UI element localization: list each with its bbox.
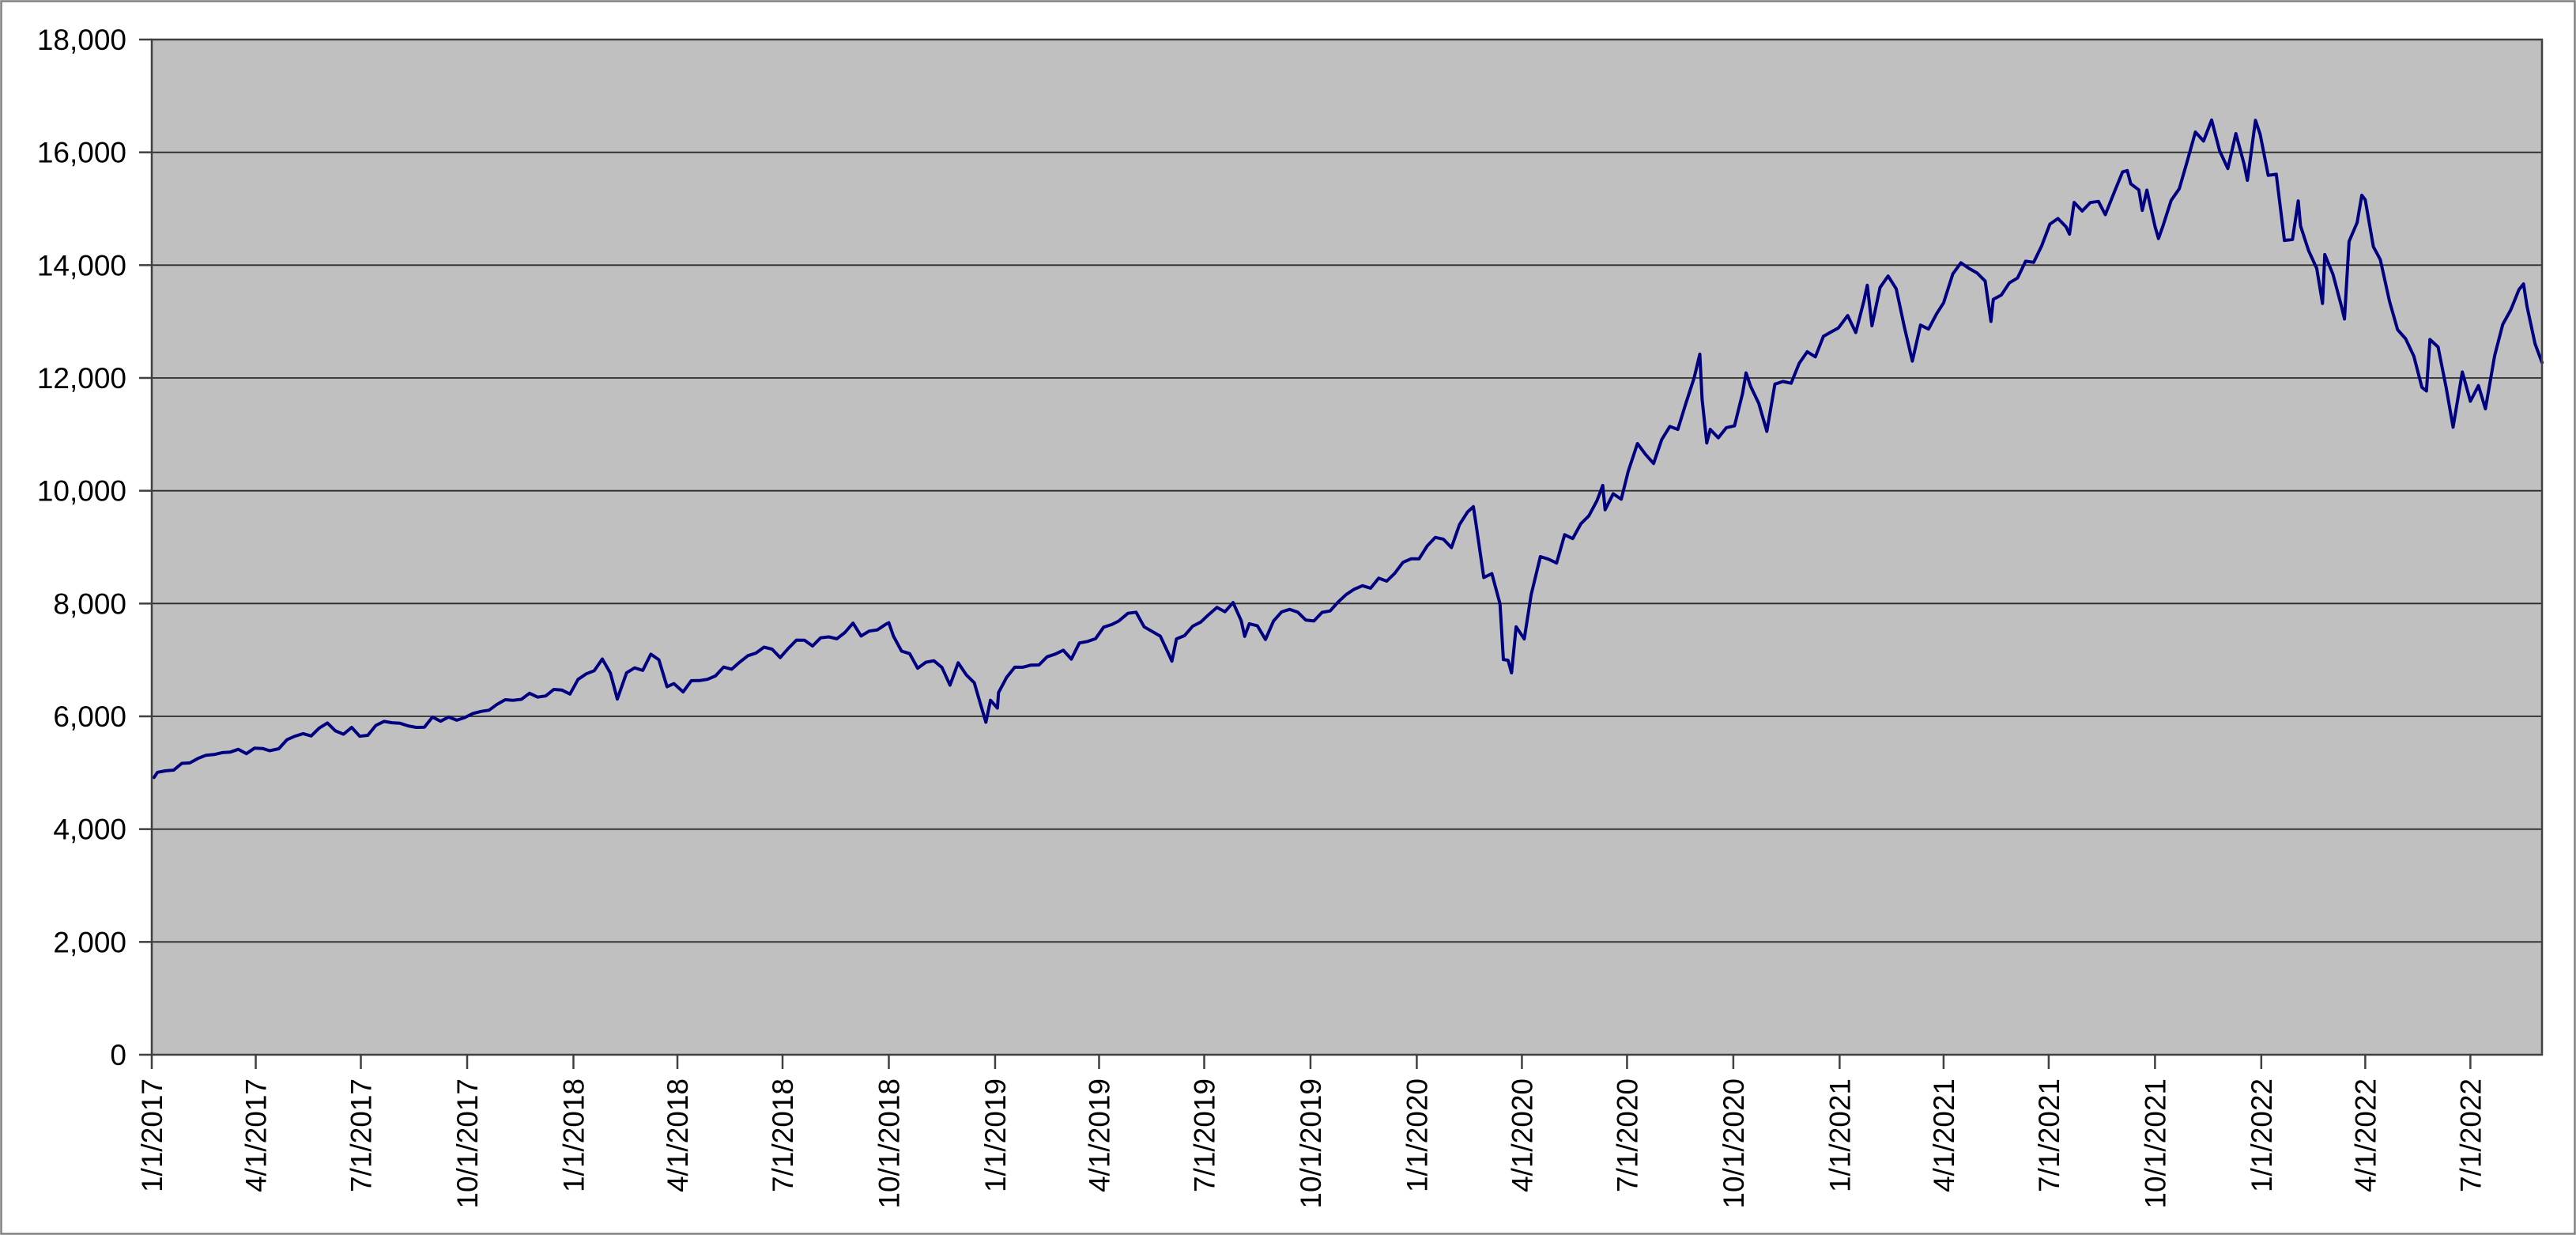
y-tick-label: 18,000 (37, 24, 126, 56)
series-lines (152, 118, 2544, 780)
x-tick-label: 10/1/2017 (451, 1078, 484, 1209)
x-tick-label: 4/1/2018 (662, 1078, 694, 1192)
x-tick-label: 10/1/2021 (2139, 1078, 2171, 1209)
plot-area (152, 40, 2542, 1055)
x-axis: 1/1/2017 4/1/2017 7/1/2017 10/1/2017 1/1/201… (136, 1055, 2487, 1209)
x-tick-label: 7/1/2021 (2033, 1078, 2065, 1192)
y-tick-label: 12,000 (37, 362, 126, 395)
price-line (152, 118, 2544, 780)
x-tick-label: 10/1/2018 (873, 1078, 905, 1209)
x-tick-label: 10/1/2019 (1295, 1078, 1327, 1209)
x-tick-label: 1/1/2022 (2246, 1078, 2278, 1192)
x-tick-label: 4/1/2022 (2349, 1078, 2382, 1192)
y-axis: 0 2,000 4,000 6,000 8,000 10,000 12,000 14,000 1… (37, 24, 152, 1071)
x-tick-label: 1/1/2019 (979, 1078, 1012, 1192)
x-tick-label: 7/1/2020 (1611, 1078, 1643, 1192)
y-tick-label: 4,000 (53, 814, 126, 846)
y-tick-label: 14,000 (37, 249, 126, 281)
x-tick-label: 7/1/2019 (1188, 1078, 1220, 1192)
y-tick-label: 0 (110, 1039, 126, 1071)
plot-border (150, 38, 2544, 1056)
y-tick-label: 16,000 (37, 137, 126, 169)
y-tick-label: 2,000 (53, 926, 126, 958)
x-tick-label: 4/1/2019 (1083, 1078, 1115, 1192)
x-tick-label: 10/1/2020 (1718, 1078, 1750, 1209)
x-tick-label: 1/1/2020 (1401, 1078, 1433, 1192)
y-tick-label: 10,000 (37, 475, 126, 508)
x-tick-label: 7/1/2017 (345, 1078, 378, 1192)
y-gridlines (152, 151, 2542, 943)
x-tick-label: 7/1/2022 (2454, 1078, 2487, 1192)
x-tick-label: 1/1/2017 (136, 1078, 168, 1192)
x-tick-label: 1/1/2018 (557, 1078, 590, 1192)
x-tick-label: 7/1/2018 (767, 1078, 799, 1192)
x-tick-label: 1/1/2021 (1824, 1078, 1856, 1192)
x-tick-label: 4/1/2021 (1928, 1078, 1960, 1192)
x-tick-label: 4/1/2017 (240, 1078, 273, 1192)
y-tick-label: 8,000 (53, 587, 126, 620)
y-tick-label: 6,000 (53, 701, 126, 733)
x-tick-label: 4/1/2020 (1506, 1078, 1538, 1192)
